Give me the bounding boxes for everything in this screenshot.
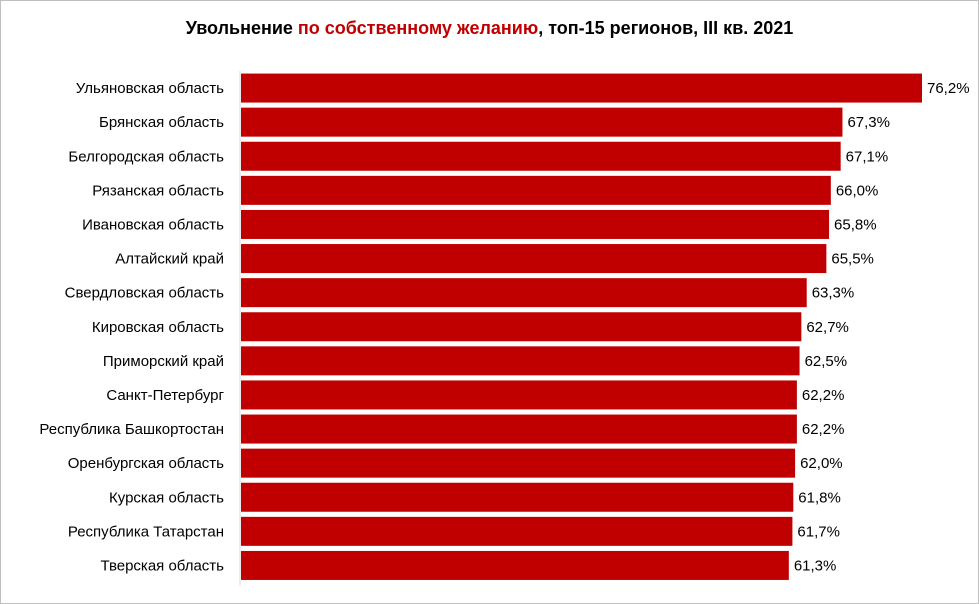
bar [241, 448, 796, 478]
chart-title: Увольнение по собственному желанию, топ-… [0, 18, 979, 39]
data-label: 67,3% [847, 114, 890, 131]
category-label: Свердловская область [65, 285, 225, 302]
bar [241, 141, 841, 171]
title-part-accent: по собственному желанию [297, 18, 539, 38]
category-label: Тверская область [100, 557, 224, 574]
title-part-3: , топ-15 регионов, III кв. 2021 [538, 18, 794, 38]
bar [241, 278, 807, 308]
bar [241, 209, 830, 239]
bar [241, 312, 802, 342]
category-label: Республика Татарстан [68, 523, 224, 540]
data-label: 67,1% [846, 148, 889, 165]
data-label: 62,2% [802, 387, 845, 404]
data-label: 65,5% [831, 251, 874, 268]
data-label: 61,8% [798, 489, 841, 506]
category-label: Кировская область [92, 319, 224, 336]
data-label: 76,2% [927, 80, 970, 97]
category-label: Рязанская область [92, 182, 224, 199]
bar [241, 380, 797, 410]
data-label: 63,3% [812, 285, 855, 302]
data-label: 62,2% [802, 421, 845, 438]
category-label: Брянская область [99, 114, 224, 131]
category-label: Ульяновская область [76, 80, 224, 97]
category-label: Санкт-Петербург [106, 387, 224, 404]
title-part-1: Увольнение [185, 18, 298, 38]
data-label: 61,3% [794, 557, 837, 574]
data-label: 62,7% [806, 319, 849, 336]
bar [241, 550, 789, 580]
category-label: Оренбургская область [68, 455, 224, 472]
bar [241, 346, 800, 376]
bar [241, 482, 794, 512]
bar [241, 414, 797, 444]
category-label: Ивановская область [82, 216, 224, 233]
data-label: 62,5% [805, 353, 848, 370]
data-label: 66,0% [836, 182, 879, 199]
bar [241, 175, 831, 205]
category-label: Приморский край [103, 353, 224, 370]
bar [241, 107, 843, 137]
category-label: Республика Башкортостан [39, 421, 224, 438]
bar [241, 73, 922, 103]
data-label: 61,7% [797, 523, 840, 540]
bar [241, 516, 793, 546]
data-label: 62,0% [800, 455, 843, 472]
category-label: Алтайский край [115, 251, 224, 268]
data-label: 65,8% [834, 216, 877, 233]
bar [241, 244, 827, 274]
category-label: Курская область [109, 489, 224, 506]
category-label: Белгородская область [68, 148, 224, 165]
